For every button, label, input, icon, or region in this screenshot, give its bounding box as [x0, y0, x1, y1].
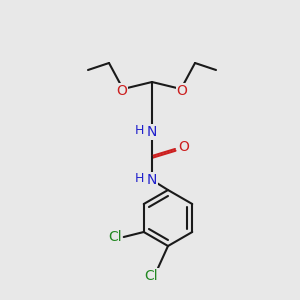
Text: H: H	[134, 124, 144, 136]
Text: Cl: Cl	[144, 269, 158, 283]
Text: H: H	[134, 172, 144, 184]
Text: O: O	[177, 84, 188, 98]
Text: O: O	[178, 140, 189, 154]
Text: Cl: Cl	[108, 230, 122, 244]
Text: O: O	[117, 84, 128, 98]
Text: N: N	[147, 125, 157, 139]
Text: N: N	[147, 173, 157, 187]
